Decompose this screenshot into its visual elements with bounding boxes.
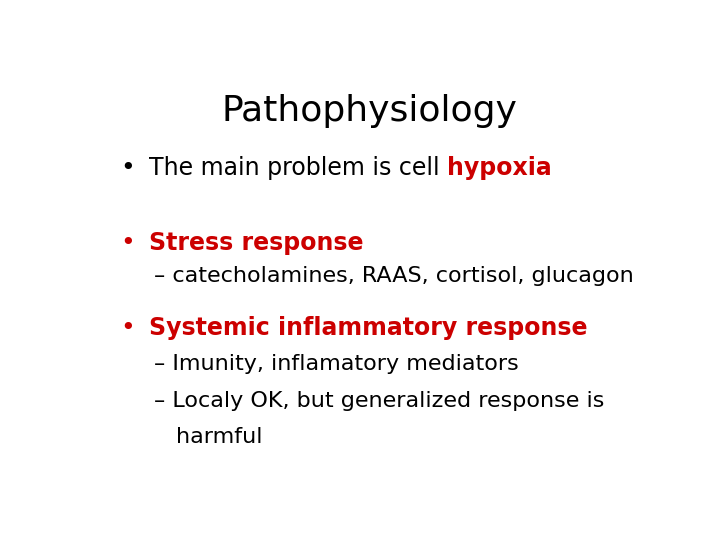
- Text: – catecholamines, RAAS, cortisol, glucagon: – catecholamines, RAAS, cortisol, glucag…: [154, 266, 634, 286]
- Text: – Localy OK, but generalized response is: – Localy OK, but generalized response is: [154, 391, 605, 411]
- Text: •: •: [121, 316, 135, 340]
- Text: •: •: [121, 231, 135, 255]
- Text: harmful: harmful: [176, 427, 263, 447]
- Text: Systemic inflammatory response: Systemic inflammatory response: [148, 316, 587, 340]
- Text: Pathophysiology: Pathophysiology: [221, 94, 517, 128]
- Text: Stress response: Stress response: [148, 231, 363, 255]
- Text: hypoxia: hypoxia: [446, 156, 552, 180]
- Text: The main problem is cell: The main problem is cell: [148, 156, 446, 180]
- Text: – Imunity, inflamatory mediators: – Imunity, inflamatory mediators: [154, 354, 519, 374]
- Text: •: •: [121, 156, 135, 180]
